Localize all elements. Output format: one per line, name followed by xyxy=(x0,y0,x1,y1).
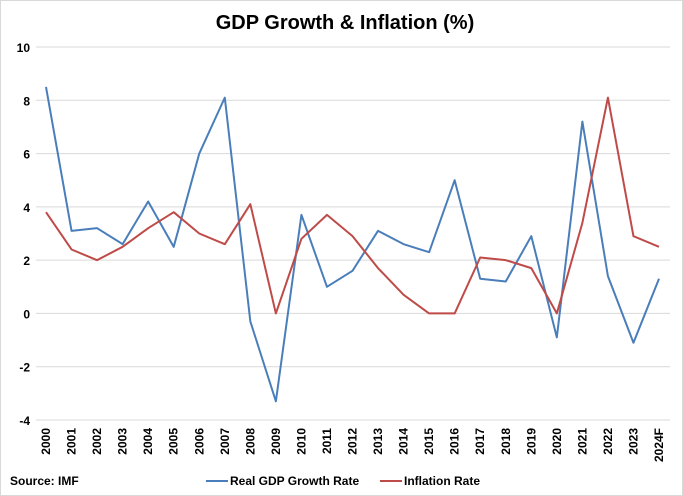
x-tick-label: 2016 xyxy=(448,428,462,455)
x-tick-label: 2004 xyxy=(141,428,155,455)
x-tick-label: 2021 xyxy=(575,428,589,455)
x-tick-label: 2017 xyxy=(473,428,487,455)
x-tick-label: 2011 xyxy=(320,428,334,454)
y-tick-label: 4 xyxy=(23,201,30,215)
x-tick-label: 2010 xyxy=(294,428,308,455)
series-line-gdp xyxy=(45,86,660,403)
chart-title: GDP Growth & Inflation (%) xyxy=(216,12,475,34)
y-tick-label: 8 xyxy=(23,94,30,108)
x-tick-label: 2020 xyxy=(550,428,564,455)
x-tick-label: 2015 xyxy=(422,428,436,455)
x-tick-label: 2001 xyxy=(65,428,79,455)
x-tick-label: 2022 xyxy=(601,428,615,455)
x-tick-label: 2003 xyxy=(116,428,130,455)
x-tick-label: 2007 xyxy=(218,428,232,455)
x-tick-label: 2019 xyxy=(524,428,538,455)
y-tick-label: 2 xyxy=(23,254,30,268)
x-tick-label: 2023 xyxy=(626,428,640,455)
y-tick-label: -2 xyxy=(19,361,30,375)
y-tick-label: 6 xyxy=(23,148,30,162)
x-tick-label: 2012 xyxy=(346,428,360,455)
x-tick-label: 2018 xyxy=(499,428,513,455)
x-tick-label: 2000 xyxy=(39,428,53,455)
legend-label: Inflation Rate xyxy=(404,474,480,488)
series-line-inflation xyxy=(45,96,660,315)
y-tick-label: -4 xyxy=(19,414,30,428)
x-tick-label: 2002 xyxy=(90,428,104,455)
x-tick-label: 2005 xyxy=(167,428,181,455)
legend-label: Real GDP Growth Rate xyxy=(230,474,359,488)
x-tick-label: 2014 xyxy=(397,428,411,455)
source-note: Source: IMF xyxy=(10,474,79,488)
y-tick-label: 0 xyxy=(23,307,30,321)
x-tick-label: 2008 xyxy=(243,428,257,455)
x-tick-label: 2006 xyxy=(192,428,206,455)
x-tick-label: 2009 xyxy=(269,428,283,455)
x-tick-label: 2024F xyxy=(652,428,666,462)
x-tick-label: 2013 xyxy=(371,428,385,455)
y-tick-label: 10 xyxy=(17,41,31,55)
